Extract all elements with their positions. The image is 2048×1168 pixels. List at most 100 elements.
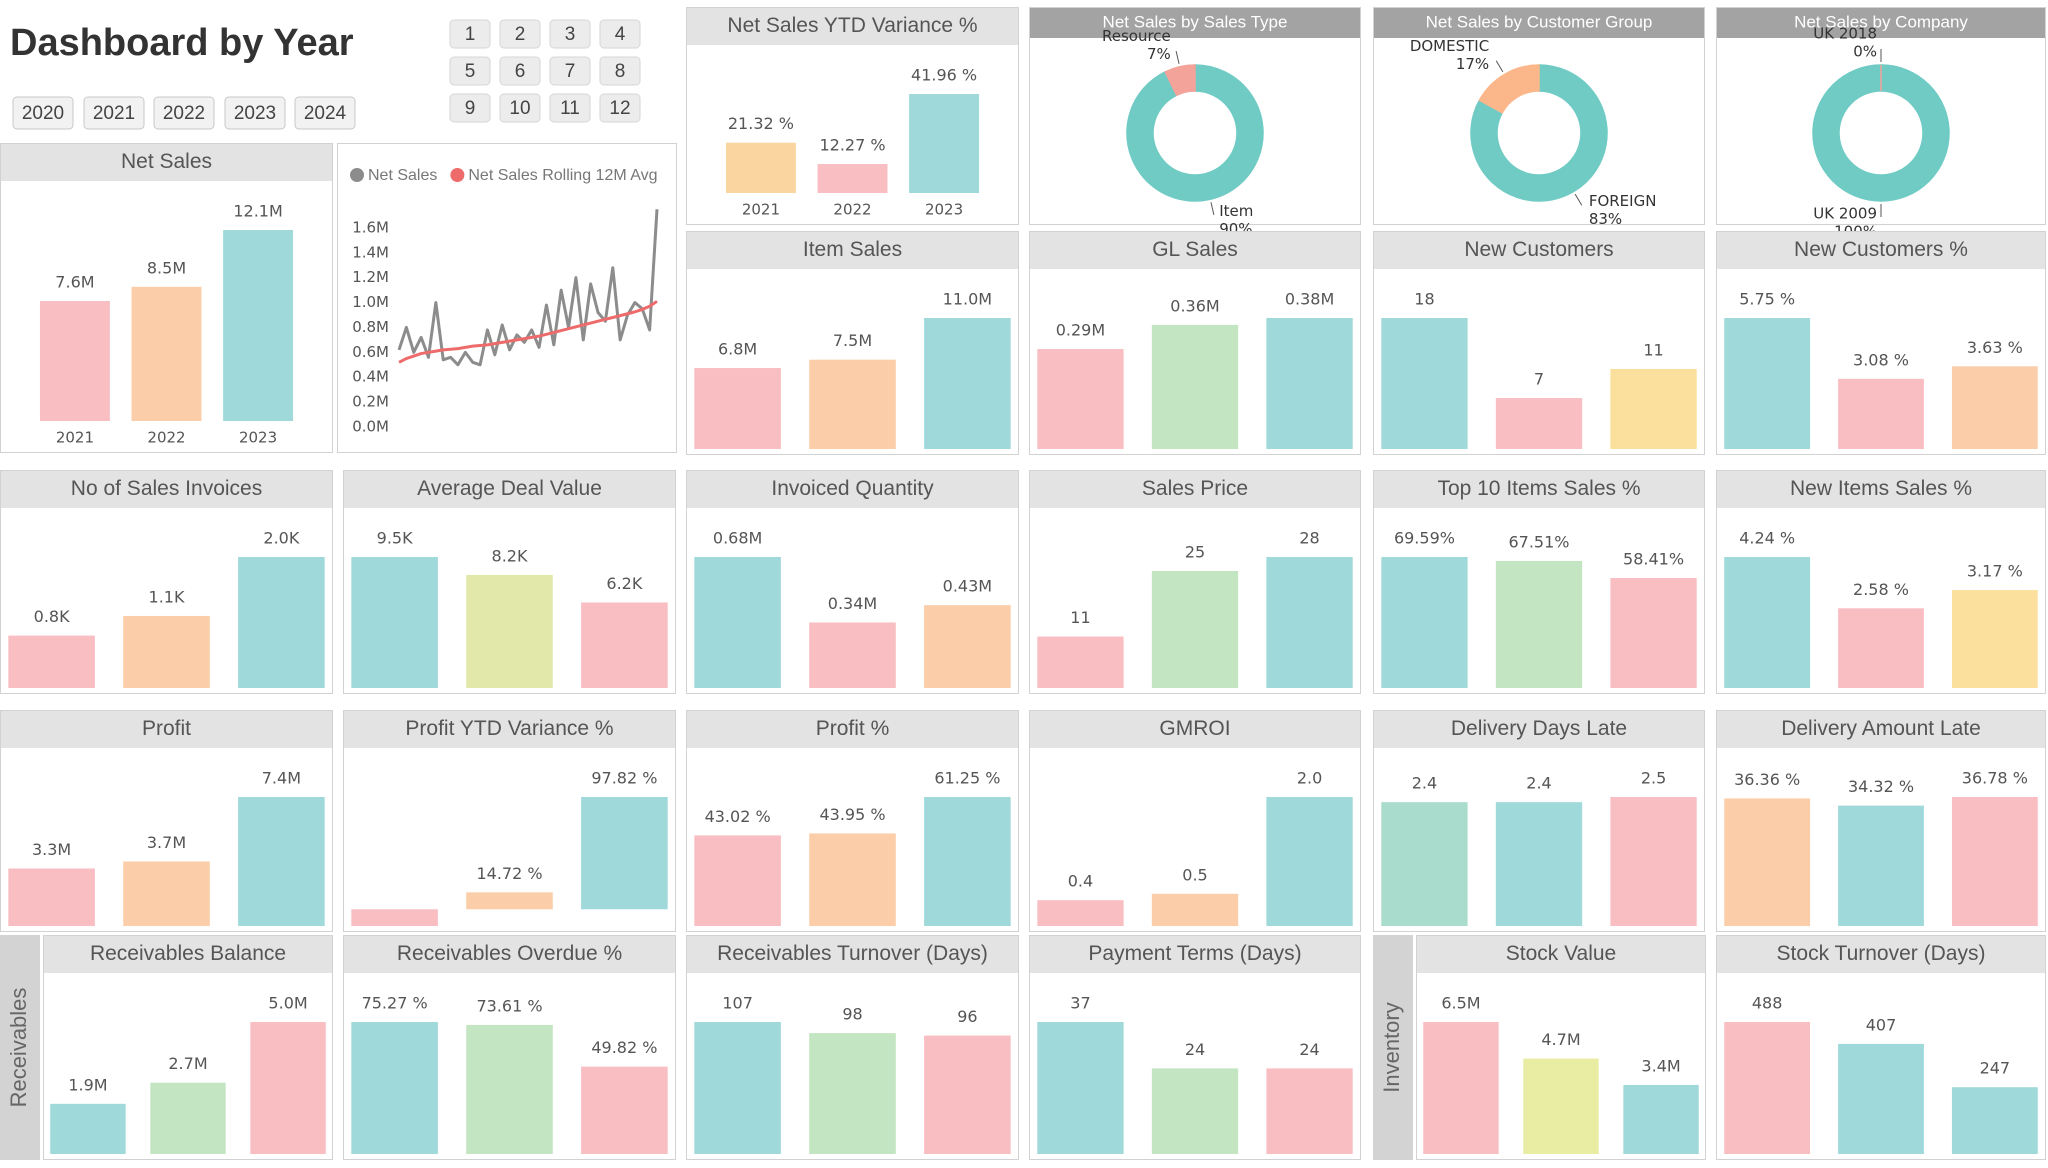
month-button[interactable] — [599, 93, 641, 123]
panel-header — [344, 711, 675, 748]
data-label: 3.7M — [147, 833, 186, 852]
year-button[interactable] — [153, 96, 215, 130]
section-label: Inventory — [1379, 1002, 1404, 1093]
month-button[interactable] — [449, 19, 491, 49]
year-button[interactable] — [83, 96, 145, 130]
year-button[interactable] — [12, 96, 74, 130]
panel-title: Net Sales by Sales Type — [1103, 12, 1288, 31]
panel-title: New Customers — [1464, 238, 1613, 261]
month-button[interactable] — [549, 56, 591, 86]
data-label: 9.5K — [377, 529, 413, 548]
bar — [1423, 1022, 1499, 1154]
panel-header — [1417, 936, 1705, 973]
bar — [1724, 318, 1811, 449]
data-label: 12.1M — [233, 202, 282, 221]
bar — [250, 1022, 326, 1154]
year-button-label[interactable]: 2024 — [304, 103, 347, 124]
month-button[interactable] — [549, 93, 591, 123]
bar — [1610, 368, 1697, 449]
legend-label: Net Sales — [368, 167, 437, 184]
data-label: 0.68M — [713, 529, 762, 548]
section-strip — [1373, 935, 1413, 1160]
data-label: 7 — [1534, 370, 1544, 389]
panel-title: Item Sales — [803, 238, 902, 261]
bar — [466, 574, 553, 688]
year-button-label[interactable]: 2023 — [234, 103, 276, 124]
donut-slice — [1478, 64, 1540, 114]
data-label: 2.0 — [1297, 769, 1322, 788]
year-button-label[interactable]: 2020 — [22, 103, 64, 124]
data-label: 3.63 % — [1967, 338, 2023, 357]
panel-title: Net Sales by Customer Group — [1426, 12, 1653, 31]
year-button[interactable] — [224, 96, 286, 130]
month-button-label[interactable]: 1 — [465, 24, 476, 45]
panel-header — [1717, 232, 2045, 269]
month-button[interactable] — [599, 56, 641, 86]
data-label: 0.29M — [1056, 321, 1105, 340]
month-button-label[interactable]: 9 — [465, 98, 476, 119]
month-button[interactable] — [449, 93, 491, 123]
bar — [150, 1082, 226, 1154]
panel-header — [687, 232, 1018, 269]
panel-title: Profit % — [816, 717, 890, 740]
month-button[interactable] — [499, 56, 541, 86]
panel-title: Receivables Balance — [90, 942, 286, 965]
data-label: 75.27 % — [362, 994, 428, 1013]
bar — [909, 94, 980, 193]
year-button-label[interactable]: 2022 — [163, 103, 205, 124]
year-button-label[interactable]: 2021 — [93, 103, 135, 124]
month-button-label[interactable]: 5 — [465, 61, 476, 82]
data-label: 7.5M — [833, 331, 872, 350]
data-label: 67.51% — [1508, 532, 1569, 551]
month-button[interactable] — [599, 19, 641, 49]
data-label: 11 — [1070, 608, 1090, 627]
data-label: 24 — [1185, 1040, 1205, 1059]
month-button[interactable] — [499, 93, 541, 123]
data-label: 2.5 — [1641, 769, 1666, 788]
month-button[interactable] — [549, 19, 591, 49]
bar — [924, 797, 1011, 926]
month-button-label[interactable]: 10 — [509, 98, 530, 119]
data-label: 0.5 — [1182, 865, 1207, 884]
panel-header — [1030, 936, 1360, 973]
month-button-label[interactable]: 6 — [515, 61, 526, 82]
month-button[interactable] — [449, 56, 491, 86]
bar — [1838, 1043, 1924, 1154]
y-tick-label: 0.4M — [352, 368, 389, 386]
data-label: 2.4 — [1412, 774, 1437, 793]
bar — [238, 557, 325, 688]
month-button[interactable] — [499, 19, 541, 49]
x-tick-label: 2021 — [56, 429, 94, 447]
month-button-label[interactable]: 3 — [565, 24, 576, 45]
bar — [351, 1022, 438, 1154]
month-button-label[interactable]: 8 — [615, 61, 626, 82]
bar — [123, 615, 210, 688]
data-label: 3.17 % — [1967, 562, 2023, 581]
bar — [1266, 797, 1353, 926]
data-label: 0.34M — [828, 594, 877, 613]
month-button-label[interactable]: 4 — [615, 24, 626, 45]
panel-title: GL Sales — [1152, 238, 1238, 261]
data-label: 107 — [722, 994, 753, 1013]
panel-title: Profit YTD Variance % — [405, 717, 613, 740]
month-button-label[interactable]: 7 — [565, 61, 576, 82]
data-label: 407 — [1866, 1015, 1897, 1034]
data-label: 3.3M — [32, 840, 71, 859]
month-button-label[interactable]: 2 — [515, 24, 526, 45]
x-tick-label: 2022 — [833, 201, 871, 219]
month-button-label[interactable]: 12 — [609, 98, 630, 119]
donut-slice — [1164, 64, 1196, 97]
donut-category-label: UK 2018 — [1813, 25, 1877, 43]
data-label: 37 — [1070, 994, 1090, 1013]
bar — [809, 1033, 896, 1154]
bar — [1724, 557, 1811, 688]
bar — [1838, 608, 1924, 688]
bar — [8, 868, 95, 926]
data-label: 21.32 % — [728, 114, 794, 133]
panel-title: Average Deal Value — [417, 477, 602, 500]
year-button[interactable] — [294, 96, 356, 130]
bar — [1151, 324, 1239, 449]
x-tick-label: 2023 — [925, 201, 963, 219]
bar — [924, 318, 1011, 449]
month-button-label[interactable]: 11 — [560, 98, 580, 119]
